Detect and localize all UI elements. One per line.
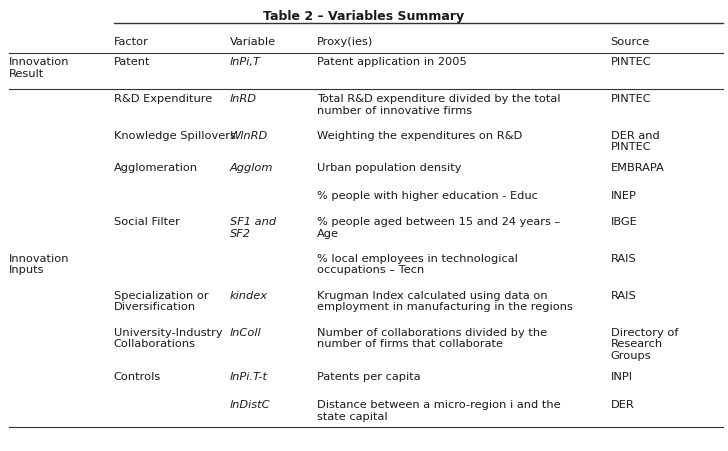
Text: Source: Source [611,37,650,47]
Text: SF1 and
SF2: SF1 and SF2 [230,216,276,238]
Text: % local employees in technological
occupations – Tecn: % local employees in technological occup… [317,253,518,275]
Text: Krugman Index calculated using data on
employment in manufacturing in the region: Krugman Index calculated using data on e… [317,290,573,312]
Text: EMBRAPA: EMBRAPA [611,163,665,173]
Text: PINTEC: PINTEC [611,57,652,67]
Text: INEP: INEP [611,190,636,201]
Text: Table 2 – Variables Summary: Table 2 – Variables Summary [264,10,464,23]
Text: INPI: INPI [611,372,633,382]
Text: University-Industry
Collaborations: University-Industry Collaborations [114,327,223,348]
Text: Social Filter: Social Filter [114,216,180,226]
Text: RAIS: RAIS [611,253,636,263]
Text: Number of collaborations divided by the
number of firms that collaborate: Number of collaborations divided by the … [317,327,547,348]
Text: Factor: Factor [114,37,149,47]
Text: DER: DER [611,400,634,410]
Text: DER and
PINTEC: DER and PINTEC [611,130,660,152]
Text: Agglom: Agglom [230,163,273,173]
Text: Total R&D expenditure divided by the total
number of innovative firms: Total R&D expenditure divided by the tot… [317,94,561,115]
Text: Distance between a micro-region i and the
state capital: Distance between a micro-region i and th… [317,400,561,421]
Text: Controls: Controls [114,372,161,382]
Text: RAIS: RAIS [611,290,636,300]
Text: Directory of
Research
Groups: Directory of Research Groups [611,327,678,360]
Text: % people with higher education - Educ: % people with higher education - Educ [317,190,538,201]
Text: Variable: Variable [230,37,276,47]
Text: WlnRD: WlnRD [230,130,268,140]
Text: Agglomeration: Agglomeration [114,163,198,173]
Text: Urban population density: Urban population density [317,163,462,173]
Text: PINTEC: PINTEC [611,94,652,104]
Text: lnDistC: lnDistC [230,400,271,410]
Text: Innovation
Inputs: Innovation Inputs [9,253,69,275]
Text: Weighting the expenditures on R&D: Weighting the expenditures on R&D [317,130,522,140]
Text: Proxy(ies): Proxy(ies) [317,37,373,47]
Text: Knowledge Spillovers: Knowledge Spillovers [114,130,236,140]
Text: % people aged between 15 and 24 years –
Age: % people aged between 15 and 24 years – … [317,216,560,238]
Text: R&D Expenditure: R&D Expenditure [114,94,212,104]
Text: Patents per capita: Patents per capita [317,372,421,382]
Text: Patent: Patent [114,57,150,67]
Text: Patent application in 2005: Patent application in 2005 [317,57,467,67]
Text: lnPi.T-t: lnPi.T-t [230,372,268,382]
Text: lnColl: lnColl [230,327,261,337]
Text: kindex: kindex [230,290,268,300]
Text: Specialization or
Diversification: Specialization or Diversification [114,290,208,312]
Text: lnRD: lnRD [230,94,257,104]
Text: IBGE: IBGE [611,216,637,226]
Text: lnPi,T: lnPi,T [230,57,261,67]
Text: Innovation
Result: Innovation Result [9,57,69,78]
